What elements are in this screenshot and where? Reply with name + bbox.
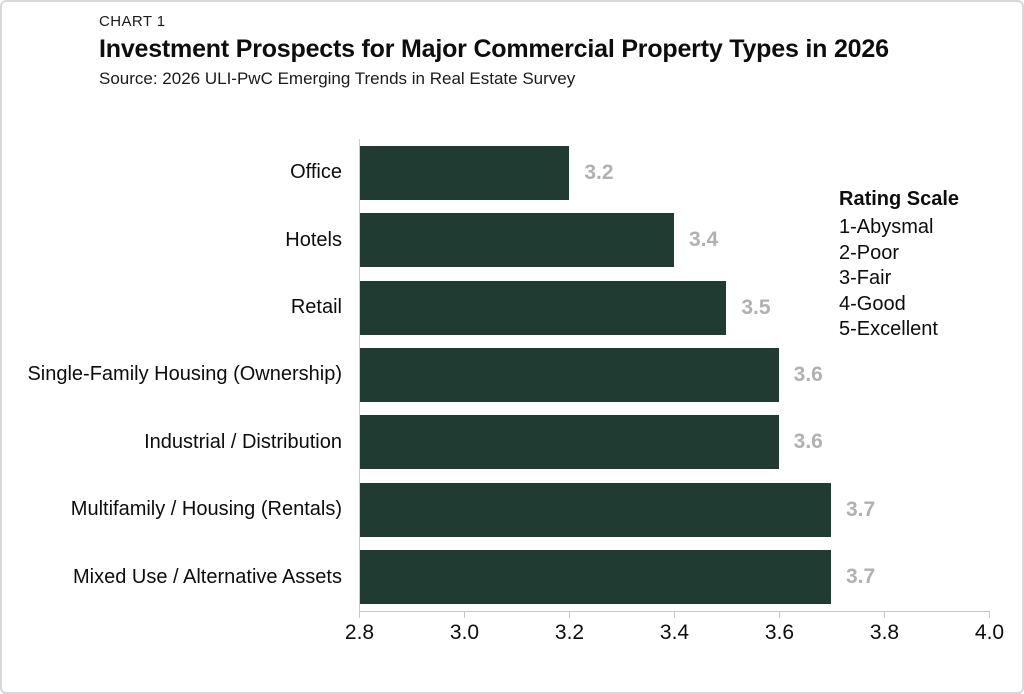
bar-row: 3.7 bbox=[360, 544, 988, 611]
chart-header: CHART 1 Investment Prospects for Major C… bbox=[99, 13, 889, 89]
bar-value-label: 3.4 bbox=[689, 228, 719, 252]
x-axis-tick: 2.8 bbox=[345, 611, 374, 644]
bar bbox=[360, 415, 779, 470]
legend-item: 2-Poor bbox=[839, 241, 900, 264]
bar bbox=[360, 347, 779, 402]
x-axis-tick: 3.0 bbox=[450, 611, 479, 644]
bar-row: 3.5 bbox=[360, 274, 988, 341]
x-axis-tick-label: 4.0 bbox=[974, 621, 1005, 644]
bar-value-label: 3.5 bbox=[741, 295, 771, 319]
bar bbox=[360, 280, 727, 335]
x-axis-tick-label: 3.4 bbox=[659, 621, 690, 644]
x-axis-tick-label: 3.6 bbox=[764, 621, 795, 644]
category-label: Single-Family Housing (Ownership) bbox=[27, 363, 342, 386]
x-axis-tick: 3.2 bbox=[555, 611, 584, 644]
bar bbox=[360, 213, 674, 268]
bar-value-label: 3.6 bbox=[793, 362, 823, 386]
bar-value-label: 3.7 bbox=[846, 497, 876, 521]
category-row: Mixed Use / Alternative Assets bbox=[2, 544, 342, 611]
legend-title: Rating Scale bbox=[839, 188, 960, 210]
chart-kicker: CHART 1 bbox=[99, 13, 166, 30]
legend-items: 1-Abysmal 2-Poor 3-Fair 4-Good 5-Excellent bbox=[839, 215, 959, 343]
x-axis-tick: 3.8 bbox=[870, 611, 899, 644]
bar-row: 3.6 bbox=[360, 341, 988, 408]
category-label: Industrial / Distribution bbox=[144, 430, 342, 453]
category-row: Retail bbox=[2, 274, 342, 341]
x-axis-tick-label: 2.8 bbox=[344, 621, 375, 644]
y-axis-line bbox=[359, 139, 360, 612]
category-row: Industrial / Distribution bbox=[2, 409, 342, 476]
x-axis-tick: 3.4 bbox=[660, 611, 689, 644]
bar-rows: 3.2 3.4 3.5 3.6 3.6 3.7 3.7 bbox=[360, 139, 988, 611]
bar-row: 3.4 bbox=[360, 206, 988, 273]
rating-scale-legend: Rating Scale 1-Abysmal 2-Poor 3-Fair 4-Good… bbox=[839, 188, 959, 343]
legend-item: 3-Fair bbox=[839, 267, 892, 290]
x-axis-tick-label: 3.8 bbox=[869, 621, 900, 644]
x-axis: 2.8 3.0 3.2 3.4 3.6 3.8 4.0 bbox=[345, 611, 1004, 644]
category-label: Retail bbox=[290, 296, 342, 319]
x-axis-tick: 3.6 bbox=[765, 611, 794, 644]
category-label: Mixed Use / Alternative Assets bbox=[72, 565, 342, 588]
category-label: Multifamily / Housing (Rentals) bbox=[70, 498, 342, 521]
category-row: Office bbox=[2, 139, 342, 206]
x-axis-tick-label: 3.0 bbox=[449, 621, 480, 644]
legend-item: 5-Excellent bbox=[839, 318, 938, 341]
category-labels: Office Hotels Retail Single-Family Housing … bbox=[2, 139, 342, 611]
legend-item: 1-Abysmal bbox=[839, 216, 934, 238]
bar bbox=[360, 550, 831, 605]
chart-source: Source: 2026 ULI-PwC Emerging Trends in … bbox=[99, 69, 576, 88]
bar-row: 3.2 bbox=[360, 139, 988, 206]
bar-value-label: 3.6 bbox=[793, 430, 823, 454]
bar-row: 3.7 bbox=[360, 476, 988, 543]
bar-row: 3.6 bbox=[360, 409, 988, 476]
bar bbox=[360, 145, 570, 200]
category-label: Hotels bbox=[285, 228, 342, 251]
category-row: Single-Family Housing (Ownership) bbox=[2, 341, 342, 408]
page-title: Investment Prospects for Major Commercia… bbox=[99, 35, 889, 63]
bar-value-label: 3.2 bbox=[584, 160, 614, 184]
category-row: Multifamily / Housing (Rentals) bbox=[2, 476, 342, 543]
bar bbox=[360, 482, 831, 537]
x-axis-tick: 4.0 bbox=[975, 611, 1004, 644]
category-label: Office bbox=[290, 161, 342, 184]
bar-value-label: 3.7 bbox=[846, 565, 876, 589]
x-axis-tick-label: 3.2 bbox=[554, 621, 585, 644]
legend-item: 4-Good bbox=[839, 292, 906, 315]
category-row: Hotels bbox=[2, 206, 342, 273]
